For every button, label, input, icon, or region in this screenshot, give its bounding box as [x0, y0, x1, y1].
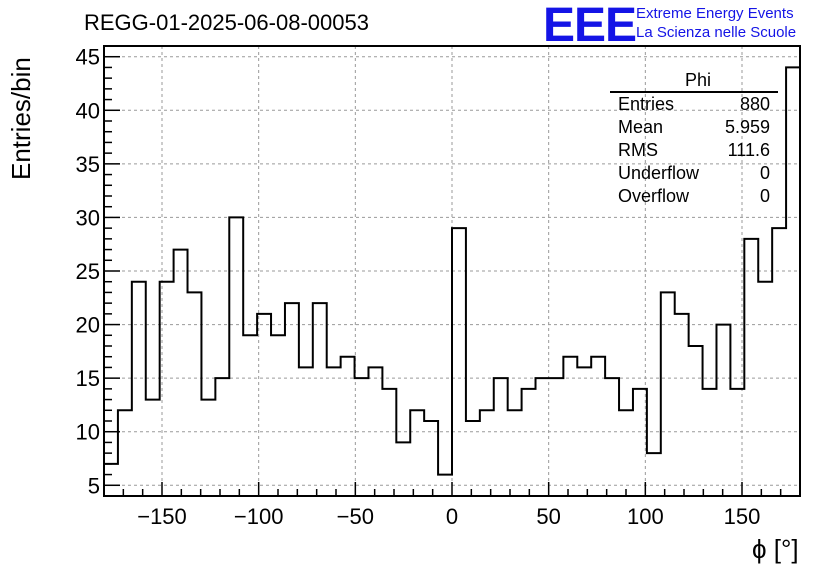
x-tick-label: −100	[234, 504, 284, 529]
x-tick-label: 100	[627, 504, 664, 529]
stats-box: Phi Entries 880 Mean 5.959 RMS 111.6 Und…	[610, 70, 778, 208]
stats-value: 880	[739, 94, 770, 114]
x-tick-label: 150	[724, 504, 761, 529]
stats-row-entries: Entries 880	[610, 93, 778, 116]
stats-value: 5.959	[724, 117, 770, 137]
stats-row-overflow: Overflow 0	[610, 185, 778, 208]
chart-title: REGG-01-2025-06-08-00053	[84, 10, 369, 35]
eee-logo: EEE	[543, 0, 637, 52]
stats-value: 0	[759, 186, 770, 206]
stats-row-mean: Mean 5.959	[610, 116, 778, 139]
logo-line-1: Extreme Energy Events	[636, 5, 794, 22]
stats-label: Mean	[618, 117, 664, 137]
stats-title: Phi	[610, 70, 778, 93]
x-tick-label: −150	[137, 504, 187, 529]
y-tick-label: 5	[88, 473, 100, 498]
x-tick-label: 50	[536, 504, 560, 529]
stats-value: 0	[759, 163, 770, 183]
y-tick-label: 35	[76, 152, 100, 177]
stats-label: Underflow	[618, 163, 700, 183]
y-tick-label: 10	[76, 420, 100, 445]
histogram-line	[103, 66, 801, 496]
y-tick-label: 40	[76, 98, 100, 123]
y-tick-label: 45	[76, 45, 100, 70]
y-tick-label: 25	[76, 259, 100, 284]
stats-row-rms: RMS 111.6	[610, 139, 778, 162]
y-axis-label: Entries/bin	[6, 57, 36, 180]
stats-label: Entries	[618, 94, 675, 114]
y-tick-label: 30	[76, 205, 100, 230]
stats-label: Overflow	[618, 186, 690, 206]
x-axis-label: ϕ [°]	[752, 534, 799, 564]
logo-caption: Extreme Energy Events La Scienza nelle S…	[636, 4, 796, 42]
x-tick-label: 0	[446, 504, 458, 529]
stats-row-underflow: Underflow 0	[610, 162, 778, 185]
axis-ticks	[103, 45, 801, 497]
x-tick-label: −50	[337, 504, 374, 529]
stats-value: 111.6	[727, 140, 770, 160]
stats-label: RMS	[618, 140, 658, 160]
y-tick-label: 15	[76, 366, 100, 391]
y-tick-label: 20	[76, 313, 100, 338]
tick-labels: −150 −100 −50 0 50 100 150 5 10 15 20 25 30 35 40 45	[76, 45, 761, 529]
logo-line-2: La Scienza nelle Scuole	[636, 24, 797, 41]
